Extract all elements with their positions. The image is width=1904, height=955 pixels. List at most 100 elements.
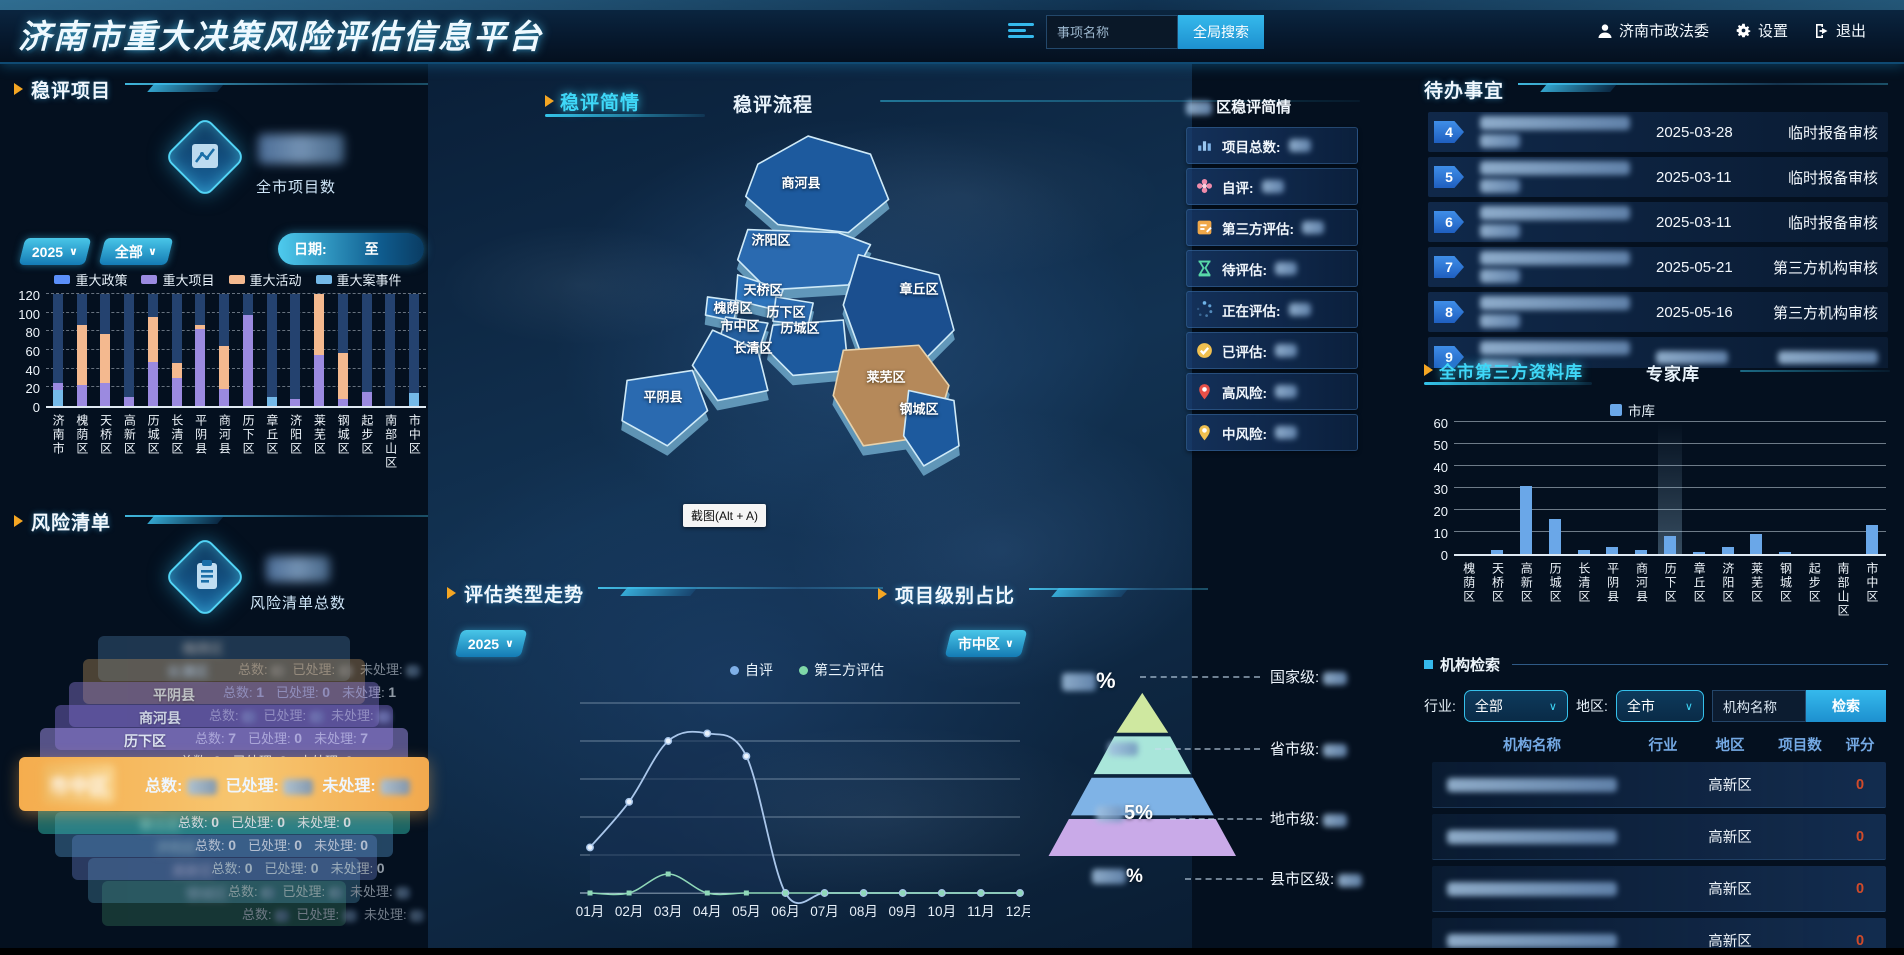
pin-red-icon: [1199, 384, 1210, 400]
todo-item-name: [1472, 339, 1656, 368]
settings-button[interactable]: 设置: [1735, 20, 1788, 41]
stat-field-label: 已处理:: [292, 662, 338, 677]
user-menu[interactable]: 济南市政法委: [1597, 20, 1709, 41]
arrow-marker-icon: [545, 95, 554, 107]
tab-third-party-library[interactable]: 全市第三方资料库: [1424, 358, 1583, 383]
jinan-district-map[interactable]: 商河县 济阳区 章丘区 天桥区 槐荫区 历下区 市中区 历城区 长清区 平阴县 莱芜区 钢城区: [606, 124, 970, 476]
chart-column: [212, 294, 236, 406]
section-trend: 评估类型走势: [447, 580, 883, 606]
chart-column: [260, 294, 284, 406]
district-brief-panel: 区稳评简情 项目总数: 自评: 第三方评估: 待评估: 正在评估: 已评估: 高风险: 中风险…: [1186, 96, 1358, 464]
info-panel-row[interactable]: 正在评估:: [1186, 291, 1358, 328]
menu-icon[interactable]: [1008, 20, 1034, 44]
redacted-value: [338, 664, 353, 677]
redacted-value: [1261, 180, 1284, 193]
bar-segment: [1577, 549, 1590, 554]
user-name: 济南市政法委: [1618, 23, 1709, 40]
x-axis-label: 长清区: [1576, 562, 1591, 604]
y-axis-label: 20: [25, 381, 40, 397]
year-dropdown[interactable]: 2025 ∨: [18, 238, 92, 265]
redacted-value: [1062, 673, 1096, 692]
info-panel-row[interactable]: 自评:: [1186, 168, 1358, 205]
todo-item[interactable]: 9: [1428, 337, 1888, 368]
chart-column: [1828, 424, 1857, 554]
trend-region-dropdown[interactable]: 市中区 ∨: [944, 630, 1028, 657]
tab-assessment-flow[interactable]: 稳评流程: [733, 95, 814, 116]
org-table-row[interactable]: 高新区 0: [1432, 866, 1886, 912]
bar-segment: [385, 294, 396, 406]
x-axis-label: 平阴县: [193, 414, 208, 456]
risk-card[interactable]: 槐荫区总数: 已处理: 未处理:: [98, 636, 421, 681]
gridline: [46, 330, 426, 332]
info-row-label: 第三方评估:: [1222, 221, 1294, 237]
org-table-row[interactable]: 高新区 0: [1432, 762, 1886, 808]
legend-swatch: [1610, 404, 1622, 416]
bar-segment: [195, 324, 206, 330]
x-axis-label: 槐荫区: [74, 414, 89, 456]
chart-column: [1656, 422, 1685, 554]
tier-visible-text: 5%: [1124, 802, 1153, 824]
org-search-header: 机构检索: [1424, 654, 1888, 675]
tab-expert-library[interactable]: 专家库: [1646, 365, 1700, 384]
todo-item[interactable]: 6 2025-03-11 临时报备审核: [1428, 202, 1888, 242]
info-panel-row[interactable]: 第三方评估:: [1186, 209, 1358, 246]
risk-card[interactable]: 市中区 总数: 已处理: 未处理:: [19, 757, 429, 811]
page-title: 济南市重大决策风险评估信息平台: [18, 18, 543, 55]
svg-text:10月: 10月: [928, 904, 957, 919]
stat-field-label: 已处理:: [231, 815, 278, 830]
todo-list: 4 2025-03-28 临时报备审核 5 2025-03-11 临时报备审核 6 20…: [1428, 112, 1888, 368]
trend-year-dropdown[interactable]: 2025 ∨: [454, 630, 528, 657]
map-district-label: 市中区: [720, 318, 760, 334]
chart-column: [1569, 424, 1598, 554]
org-table-row[interactable]: 高新区 0: [1432, 814, 1886, 860]
stat-field-value: 1: [388, 684, 397, 700]
y-axis-label: 10: [1433, 526, 1448, 541]
loading-icon: [1197, 301, 1213, 317]
org-name-input[interactable]: 机构名称: [1712, 690, 1806, 722]
scope-dropdown[interactable]: 全部 ∨: [98, 238, 174, 265]
date-range-picker[interactable]: 日期: 至: [278, 233, 424, 265]
bar-segment: [290, 399, 301, 406]
x-axis-label: 南部山区: [383, 414, 398, 470]
todo-item[interactable]: 5 2025-03-11 临时报备审核: [1428, 157, 1888, 197]
map-district-label: 章丘区: [899, 281, 939, 297]
global-search-button[interactable]: 全局搜索: [1178, 15, 1264, 49]
org-search-button[interactable]: 检索: [1806, 690, 1886, 722]
info-panel-row[interactable]: 高风险:: [1186, 373, 1358, 410]
risk-card[interactable]: 高新区总数: 已处理: 未处理:: [88, 858, 411, 903]
x-axis-labels: 济南市 槐荫区 天桥区 高新区 历城区 长清区 平阴县 商河县 历下区 章丘区 济阳区 莱芜区 钢城区起…: [46, 414, 426, 484]
risk-card[interactable]: 平阴县总数: 已处理: 未处理:: [69, 682, 392, 727]
chart-column: [1857, 424, 1886, 554]
risk-card[interactable]: 钢城区总数: 已处理: 未处理:: [102, 881, 425, 926]
tab-assessment-brief[interactable]: 稳评简情: [545, 88, 640, 115]
risk-card-district: 槐荫区: [182, 641, 224, 657]
info-panel-row[interactable]: 已评估:: [1186, 332, 1358, 369]
region-select[interactable]: 全市 ∨: [1615, 690, 1704, 722]
redacted-value: [396, 886, 411, 899]
info-panel-row[interactable]: 待评估:: [1186, 250, 1358, 287]
industry-select[interactable]: 全部 ∨: [1463, 690, 1568, 722]
search-input[interactable]: [1046, 15, 1178, 49]
todo-item[interactable]: 4 2025-03-28 临时报备审核: [1428, 112, 1888, 152]
risk-card-district: 高新区: [172, 861, 350, 881]
info-panel-row[interactable]: 中风险:: [1186, 414, 1358, 451]
stat-field-label: 已处理:: [225, 778, 284, 795]
todo-item[interactable]: 8 2025-05-16 第三方机构审核: [1428, 292, 1888, 332]
stat-field-label: 未处理:: [314, 838, 361, 853]
map-district-label: 长清区: [733, 340, 773, 356]
redacted-value: [261, 886, 276, 899]
todo-item[interactable]: 7 2025-05-21 第三方机构审核: [1428, 247, 1888, 287]
chart-column: [1742, 424, 1771, 554]
x-axis-label: 钢城区: [1778, 562, 1793, 604]
logout-button[interactable]: 退出: [1814, 20, 1866, 41]
gridline: [1454, 509, 1886, 510]
industry-filter: 行业: 全部 ∨: [1424, 690, 1568, 722]
decorative-line: [1518, 83, 1888, 95]
bar-segment: [1635, 549, 1648, 554]
bar-segment: [124, 396, 135, 406]
info-panel-row[interactable]: 项目总数:: [1186, 127, 1358, 164]
